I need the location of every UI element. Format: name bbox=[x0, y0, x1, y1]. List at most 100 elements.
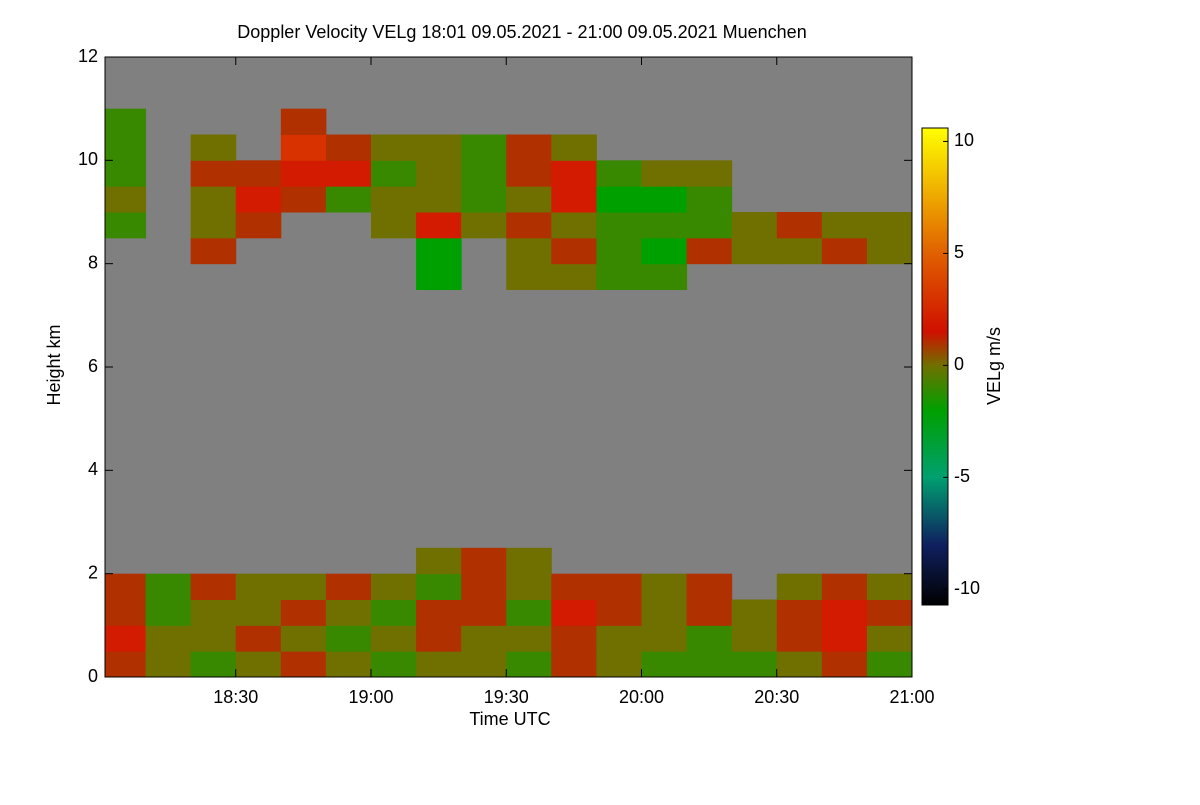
heatmap-cell bbox=[370, 573, 417, 600]
heatmap-cell bbox=[325, 599, 372, 626]
heatmap-cell bbox=[776, 651, 823, 677]
y-tick-label: 8 bbox=[88, 252, 98, 272]
heatmap-cell bbox=[776, 212, 823, 239]
heatmap-cell bbox=[416, 186, 462, 213]
heatmap-cell bbox=[641, 263, 688, 290]
heatmap-cell bbox=[235, 573, 282, 600]
colorbar-tick-label: 10 bbox=[954, 130, 974, 150]
heatmap-cell bbox=[145, 599, 192, 626]
heatmap-cell bbox=[461, 599, 507, 626]
heatmap-cell bbox=[686, 599, 733, 626]
heatmap-cell bbox=[190, 651, 237, 677]
heatmap-cell bbox=[280, 186, 327, 213]
heatmap-cell bbox=[821, 651, 868, 677]
heatmap-cell bbox=[190, 237, 237, 265]
heatmap-cell bbox=[506, 599, 552, 626]
x-axis-label: Time UTC bbox=[469, 709, 550, 729]
heatmap-cell bbox=[551, 160, 597, 187]
colorbar-tick-label: -5 bbox=[954, 466, 970, 486]
heatmap-cell bbox=[506, 625, 552, 652]
heatmap-cell bbox=[370, 651, 417, 677]
heatmap-cell bbox=[370, 599, 417, 626]
heatmap-cell bbox=[461, 186, 507, 213]
heatmap-cell bbox=[416, 134, 462, 161]
heatmap-cell bbox=[105, 599, 147, 626]
y-tick-label: 0 bbox=[88, 666, 98, 686]
x-tick-label: 20:00 bbox=[619, 687, 664, 707]
heatmap-cell bbox=[190, 160, 237, 187]
heatmap-cell bbox=[370, 625, 417, 652]
heatmap-cell bbox=[325, 625, 372, 652]
heatmap-cell bbox=[506, 212, 552, 239]
heatmap-cell bbox=[416, 212, 462, 239]
heatmap-cell bbox=[370, 186, 417, 213]
heatmap-cell bbox=[190, 573, 237, 600]
heatmap-cell bbox=[190, 625, 237, 652]
heatmap-cell bbox=[416, 573, 462, 600]
heatmap-cell bbox=[821, 573, 868, 600]
heatmap-cell bbox=[416, 237, 462, 265]
heatmap-cell bbox=[731, 625, 778, 652]
heatmap-cell bbox=[596, 212, 642, 239]
heatmap-cell bbox=[506, 160, 552, 187]
heatmap-cell bbox=[235, 160, 282, 187]
heatmap-cell bbox=[641, 160, 688, 187]
heatmap-cell bbox=[235, 212, 282, 239]
heatmap-cell bbox=[461, 573, 507, 600]
colorbar-tick-label: 5 bbox=[954, 242, 964, 262]
heatmap-cell bbox=[551, 599, 597, 626]
heatmap-cell bbox=[596, 160, 642, 187]
heatmap-cell bbox=[280, 108, 327, 135]
heatmap-cell bbox=[596, 599, 642, 626]
heatmap-cell bbox=[145, 573, 192, 600]
x-tick-label: 19:00 bbox=[348, 687, 393, 707]
y-tick-label: 6 bbox=[88, 356, 98, 376]
heatmap-cell bbox=[551, 651, 597, 677]
colorbar-tick-label: -10 bbox=[954, 578, 980, 598]
x-tick-label: 20:30 bbox=[754, 687, 799, 707]
heatmap-cell bbox=[686, 625, 733, 652]
heatmap-cell bbox=[235, 186, 282, 213]
y-tick-label: 12 bbox=[78, 46, 98, 66]
heatmap-cell bbox=[235, 599, 282, 626]
heatmap-cell bbox=[641, 599, 688, 626]
heatmap-cell bbox=[821, 237, 868, 265]
heatmap-cell bbox=[506, 134, 552, 161]
heatmap-cell bbox=[821, 625, 868, 652]
heatmap-cell bbox=[325, 651, 372, 677]
heatmap-cell bbox=[105, 134, 147, 161]
heatmap-cell bbox=[866, 212, 912, 239]
heatmap-cell bbox=[461, 212, 507, 239]
heatmap-cell bbox=[506, 237, 552, 265]
heatmap-cell bbox=[280, 599, 327, 626]
heatmap-cell bbox=[145, 651, 192, 677]
y-tick-label: 10 bbox=[78, 149, 98, 169]
y-tick-label: 4 bbox=[88, 459, 98, 479]
x-tick-label: 19:30 bbox=[484, 687, 529, 707]
heatmap-cell bbox=[686, 573, 733, 600]
heatmap-cell bbox=[280, 134, 327, 161]
heatmap-cell bbox=[866, 237, 912, 265]
heatmap-cell bbox=[280, 573, 327, 600]
heatmap-cell bbox=[461, 160, 507, 187]
y-tick-label: 2 bbox=[88, 562, 98, 582]
heatmap-cell bbox=[866, 651, 912, 677]
heatmap-cell bbox=[776, 573, 823, 600]
heatmap-cell bbox=[551, 573, 597, 600]
heatmap-cell bbox=[776, 599, 823, 626]
heatmap-cell bbox=[641, 237, 688, 265]
heatmap-cell bbox=[280, 651, 327, 677]
heatmap-cell bbox=[551, 625, 597, 652]
heatmap-cell bbox=[821, 212, 868, 239]
heatmap-cell bbox=[416, 547, 462, 575]
heatmap-cell bbox=[596, 186, 642, 213]
heatmap-cell bbox=[551, 134, 597, 161]
heatmap-cell bbox=[325, 134, 372, 161]
heatmap-cell bbox=[596, 237, 642, 265]
heatmap-cell bbox=[776, 237, 823, 265]
heatmap-cell bbox=[280, 160, 327, 187]
heatmap-cell bbox=[370, 212, 417, 239]
heatmap-cell bbox=[105, 186, 147, 213]
heatmap-cell bbox=[641, 186, 688, 213]
